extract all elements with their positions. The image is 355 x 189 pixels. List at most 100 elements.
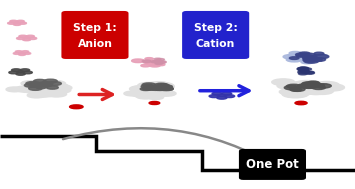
Ellipse shape <box>29 83 44 87</box>
Ellipse shape <box>20 52 24 54</box>
Ellipse shape <box>149 87 171 93</box>
Ellipse shape <box>288 87 311 94</box>
Ellipse shape <box>145 58 153 60</box>
Text: Cation: Cation <box>196 39 235 49</box>
Ellipse shape <box>296 53 307 56</box>
Ellipse shape <box>306 89 326 95</box>
Ellipse shape <box>209 95 219 98</box>
Ellipse shape <box>285 82 311 90</box>
Ellipse shape <box>41 83 52 86</box>
Ellipse shape <box>30 86 52 92</box>
Ellipse shape <box>297 89 314 94</box>
Ellipse shape <box>9 71 18 74</box>
Ellipse shape <box>18 53 26 55</box>
Ellipse shape <box>16 73 25 75</box>
Ellipse shape <box>145 88 164 93</box>
Ellipse shape <box>132 59 144 63</box>
Ellipse shape <box>286 84 301 88</box>
Ellipse shape <box>217 96 227 99</box>
Ellipse shape <box>13 52 20 54</box>
Ellipse shape <box>30 87 54 94</box>
Ellipse shape <box>152 86 172 92</box>
Ellipse shape <box>124 91 141 96</box>
Ellipse shape <box>297 84 318 90</box>
Ellipse shape <box>27 86 47 91</box>
Ellipse shape <box>299 88 322 94</box>
Ellipse shape <box>316 84 331 88</box>
Ellipse shape <box>131 91 155 97</box>
Ellipse shape <box>146 61 156 64</box>
Ellipse shape <box>295 57 306 60</box>
Ellipse shape <box>44 79 57 83</box>
FancyBboxPatch shape <box>239 149 306 180</box>
Ellipse shape <box>296 55 309 59</box>
Ellipse shape <box>222 92 232 95</box>
Ellipse shape <box>51 85 72 91</box>
Ellipse shape <box>146 61 154 64</box>
Ellipse shape <box>151 88 172 94</box>
Ellipse shape <box>286 57 302 62</box>
Ellipse shape <box>153 87 166 91</box>
Ellipse shape <box>47 86 58 89</box>
Ellipse shape <box>43 81 66 87</box>
Ellipse shape <box>48 82 61 85</box>
Ellipse shape <box>144 91 159 95</box>
Ellipse shape <box>17 20 24 22</box>
Ellipse shape <box>149 64 160 67</box>
Ellipse shape <box>29 37 37 40</box>
Ellipse shape <box>313 59 322 61</box>
Ellipse shape <box>138 82 159 88</box>
Ellipse shape <box>292 84 317 91</box>
Ellipse shape <box>286 85 309 91</box>
Ellipse shape <box>17 37 24 40</box>
Text: One Pot: One Pot <box>246 158 299 171</box>
Ellipse shape <box>19 22 26 24</box>
Ellipse shape <box>302 87 324 93</box>
Ellipse shape <box>31 84 54 90</box>
Ellipse shape <box>157 91 176 96</box>
Ellipse shape <box>314 54 329 59</box>
Ellipse shape <box>312 86 326 90</box>
Ellipse shape <box>26 81 51 89</box>
Ellipse shape <box>142 87 163 93</box>
Ellipse shape <box>162 85 173 88</box>
Ellipse shape <box>301 84 317 88</box>
Ellipse shape <box>302 84 315 88</box>
Ellipse shape <box>26 35 34 37</box>
Ellipse shape <box>301 54 313 58</box>
Ellipse shape <box>158 61 166 63</box>
Ellipse shape <box>153 89 171 94</box>
Ellipse shape <box>304 83 320 87</box>
Ellipse shape <box>17 71 24 73</box>
Ellipse shape <box>299 67 307 70</box>
Ellipse shape <box>212 92 222 95</box>
Ellipse shape <box>289 51 301 55</box>
Ellipse shape <box>133 86 150 90</box>
Ellipse shape <box>157 59 164 61</box>
Ellipse shape <box>302 82 318 87</box>
Text: Step 1:: Step 1: <box>73 22 117 33</box>
Ellipse shape <box>304 68 311 70</box>
Ellipse shape <box>146 61 156 64</box>
Ellipse shape <box>303 56 316 60</box>
Ellipse shape <box>307 81 319 84</box>
Ellipse shape <box>24 37 29 39</box>
Ellipse shape <box>279 89 302 95</box>
FancyArrowPatch shape <box>63 128 279 168</box>
Ellipse shape <box>15 51 22 53</box>
Ellipse shape <box>295 85 314 91</box>
Ellipse shape <box>31 86 51 92</box>
Ellipse shape <box>144 88 165 94</box>
Ellipse shape <box>155 62 163 65</box>
Ellipse shape <box>29 87 42 90</box>
Ellipse shape <box>45 85 65 91</box>
Ellipse shape <box>40 84 50 87</box>
Ellipse shape <box>70 105 83 109</box>
Ellipse shape <box>302 84 316 88</box>
Ellipse shape <box>146 61 156 64</box>
Ellipse shape <box>13 23 21 26</box>
Ellipse shape <box>154 58 161 60</box>
Ellipse shape <box>154 86 164 89</box>
Ellipse shape <box>149 89 169 95</box>
Ellipse shape <box>23 39 31 41</box>
